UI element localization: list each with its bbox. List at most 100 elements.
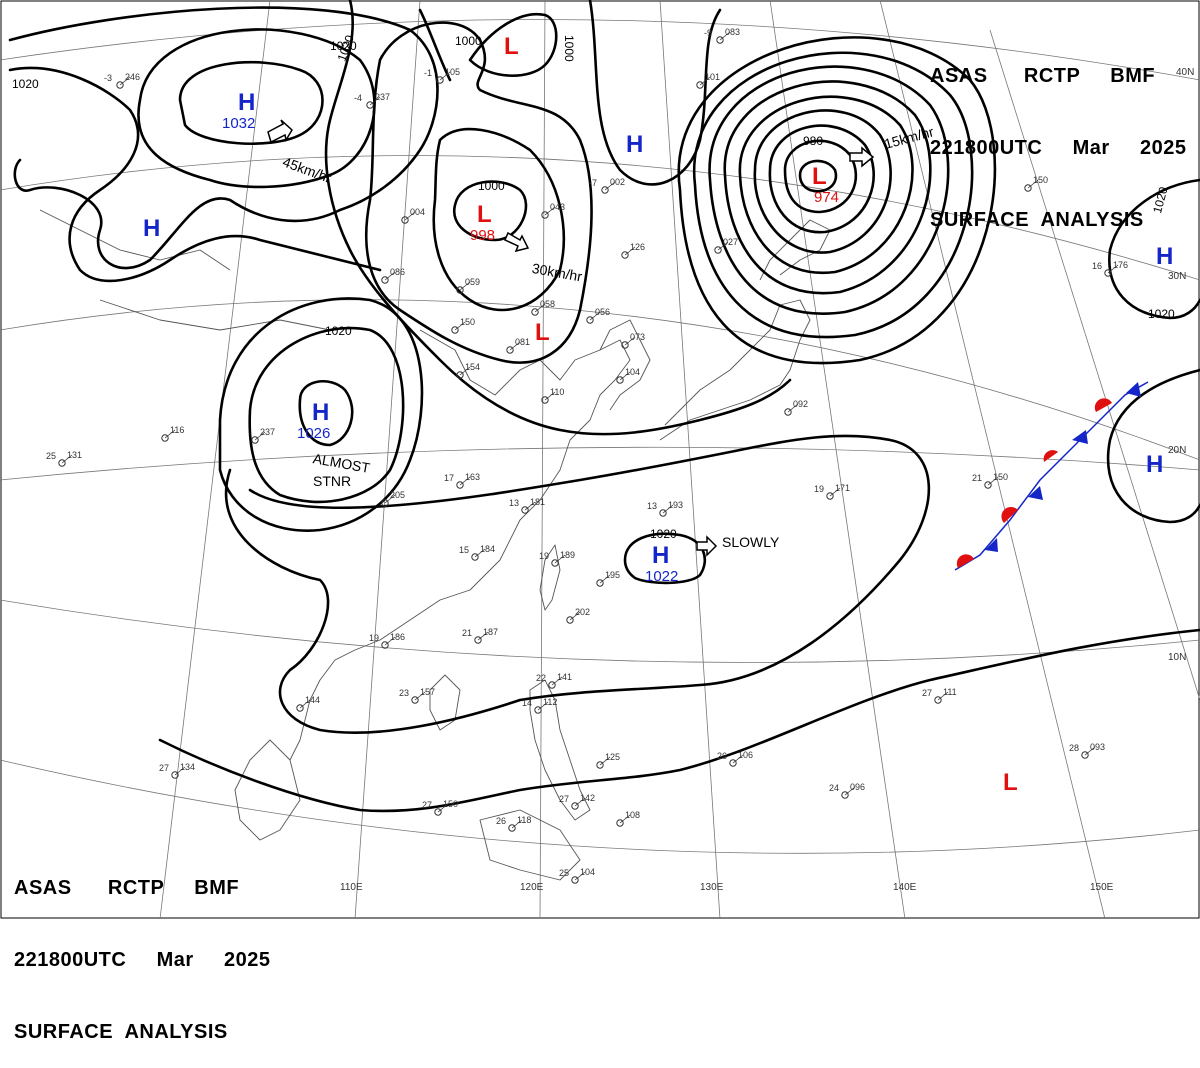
station-circle [841,791,849,799]
wind-barb [787,403,799,413]
station-circle [826,492,834,500]
high-pressure-symbol: H [238,89,255,116]
wind-barb [569,611,581,621]
central-pressure-value: 998 [470,227,495,244]
station-circle [456,481,464,489]
station-temperature: 13 [509,498,519,508]
station-temperature: 13 [647,501,657,511]
station-temperature: -3 [104,73,112,83]
wind-barb [544,391,556,401]
wind-barb [509,341,521,351]
station-circle [1081,751,1089,759]
warm-front-semicircle [1043,450,1058,462]
station-pressure: 150 [460,317,475,327]
station-circle [716,36,724,44]
title-line-product: ASAS RCTP BMF [930,65,1156,87]
weather-map: 1020 1020 1020 1000 1000 1000 980 1020 1… [0,0,1200,919]
wind-barb [589,311,601,321]
speed-label-slowly: SLOWLY [722,534,780,550]
station-circle [296,704,304,712]
wind-barb [61,454,73,464]
station-temperature: 27 [922,688,932,698]
low-pressure-symbol: L [477,201,492,228]
wind-barb [624,246,636,256]
station-circle [474,636,482,644]
station-temperature: 26 [717,751,727,761]
lat-line-10n [0,599,1200,663]
wind-barb [164,429,176,439]
station-pressure: 163 [465,472,480,482]
isobar-label: 1000 [455,34,482,48]
station-circle [381,276,389,284]
station-pressure: 134 [180,762,195,772]
wind-barb [699,76,711,86]
station-circle [381,641,389,649]
korea-coast [599,319,651,411]
wind-barb [719,31,731,41]
wind-barb [1027,179,1039,189]
station-pressure: 104 [625,367,640,377]
cold-front-triangle [985,538,998,552]
station-circle [571,802,579,810]
station-pressure: 116 [170,425,184,435]
title-line-time: 221800UTC Mar 2025 [14,949,271,971]
indochina-coast [234,739,301,841]
station-pressure: 154 [465,362,480,372]
wind-barb [624,336,636,346]
station-pressure: 205 [390,490,405,500]
station-temperature: 19 [539,551,549,561]
high-pressure-symbol: H [312,399,329,426]
warm-front-semicircle [1001,506,1018,523]
lat-line-40n [0,19,1200,81]
station-circle [784,408,792,416]
station-pressure: 081 [515,337,530,347]
station-temperature: 16 [1092,261,1102,271]
station-pressure: 073 [630,332,645,342]
station-circle [161,434,169,442]
pressure-centers: H 1032 H L L 998 L H L 974 H 1026 H 1022… [143,33,1173,796]
warm-front-semicircle [1094,398,1112,412]
station-pressure: 171 [835,483,850,493]
isobar-label: 1000 [478,179,505,193]
philippines-coast [529,679,591,821]
station-pressure: 093 [1090,742,1105,752]
wind-barb [404,211,416,221]
lon-line-160e [989,29,1200,701]
isobar-h1032-inner [178,60,324,145]
wind-barb [437,803,449,813]
wind-barb [544,206,556,216]
lon-label: 120E [520,882,544,893]
station-circle [714,246,722,254]
station-pressure: 126 [630,242,645,252]
central-pressure-value: 974 [814,189,839,206]
wind-barb [537,701,549,711]
wind-barb [937,691,949,701]
station-pressure: 105 [445,67,460,77]
station-pressure: 086 [390,267,405,277]
wind-barb [454,321,466,331]
wind-barb [574,797,586,807]
chart-title-top: ASAS RCTP BMF 221800UTC Mar 2025 SURFACE… [930,16,1186,256]
isobar-l-top [468,12,558,77]
station-pressure: 193 [668,500,683,510]
taiwan-coast [539,544,561,611]
station-pressure: 111 [943,687,957,697]
isobar-l974-1 [798,159,838,193]
station-temperature: 21 [462,628,472,638]
isobar-label: 1020 [12,77,39,91]
low-pressure-symbol: L [812,163,827,190]
wind-barb [534,303,546,313]
station-temperature: 28 [1069,743,1079,753]
lat-label: 10N [1168,652,1186,663]
isobar-h1026-inner [298,380,354,447]
cold-front-triangle [1126,382,1141,397]
high-pressure-symbol: H [1156,243,1173,270]
isobar-h-east-30n [1108,178,1200,320]
station-pressure: 002 [610,177,625,187]
isobar-label: 1000 [562,35,576,62]
station-temperature: 23 [399,688,409,698]
wind-barb [459,281,471,291]
low-pressure-symbol: L [1003,769,1018,796]
station-temperature: 25 [559,868,569,878]
station-circle [251,436,259,444]
